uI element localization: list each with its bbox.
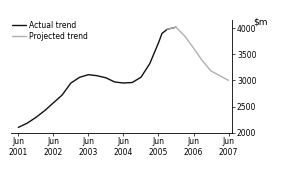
Actual trend [139,76,143,78]
Projected trend [227,79,230,81]
Projected trend [183,35,186,37]
Actual trend [52,102,55,104]
Actual trend [174,26,178,28]
Legend: Actual trend, Projected trend: Actual trend, Projected trend [12,21,88,41]
Actual trend [17,126,20,128]
Projected trend [192,47,195,49]
Actual trend [43,110,46,112]
Actual trend [166,28,169,30]
Actual trend [69,82,72,84]
Projected trend [166,28,169,30]
Actual trend [113,81,116,83]
Actual trend [122,82,125,84]
Actual trend [95,75,99,77]
Actual trend [87,74,90,76]
Line: Projected trend: Projected trend [167,27,229,80]
Actual trend [160,32,164,35]
Actual trend [148,63,151,65]
Actual trend [130,81,134,83]
Projected trend [209,70,213,72]
Actual trend [34,116,38,118]
Projected trend [174,26,178,28]
Projected trend [201,59,204,62]
Y-axis label: $m: $m [254,17,268,26]
Actual trend [25,122,29,124]
Actual trend [104,77,108,79]
Line: Actual trend: Actual trend [18,27,176,127]
Actual trend [61,94,64,96]
Actual trend [78,76,81,78]
Actual trend [157,42,160,44]
